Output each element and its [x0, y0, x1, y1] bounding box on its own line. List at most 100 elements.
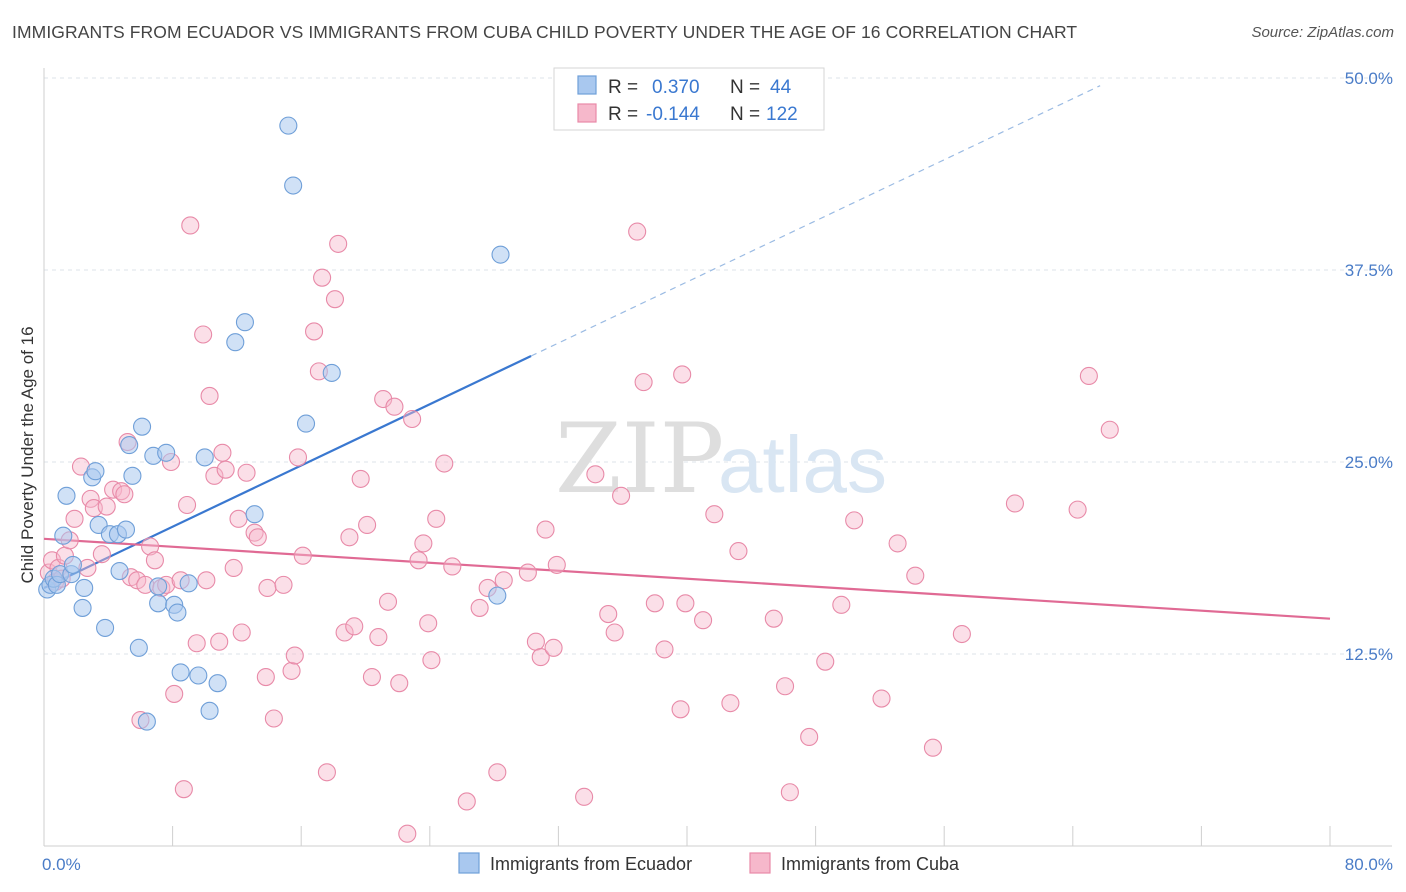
bottom-legend-label-cuba: Immigrants from Cuba [781, 854, 960, 874]
cuba-point-78 [435, 454, 454, 473]
ecuador-point-41 [296, 414, 316, 433]
cuba-point-52 [288, 448, 308, 467]
ecuador-point-33 [195, 448, 214, 467]
ecuador-point-42 [322, 363, 341, 382]
cuba-point-90 [547, 555, 566, 574]
cuba-point-29 [174, 780, 193, 799]
legend-n-value-cuba: 122 [766, 104, 798, 125]
legend-n-value-ecuador: 44 [770, 77, 792, 98]
y-tick-label-3: 50.0% [1345, 69, 1393, 88]
ecuador-point-8 [63, 555, 82, 574]
y-tick-label-2: 37.5% [1345, 261, 1393, 280]
bottom-legend-swatch-ecuador [458, 852, 480, 874]
x-tick-label-1: 80.0% [1345, 855, 1393, 874]
cuba-point-32 [187, 634, 206, 653]
cuba-point-40 [224, 558, 243, 578]
cuba-point-95 [612, 486, 631, 505]
cuba-point-37 [210, 632, 229, 651]
cuba-point-35 [200, 386, 219, 406]
cuba-point-108 [776, 677, 795, 696]
cuba-point-121 [1079, 366, 1098, 386]
ecuador-point-32 [189, 666, 208, 685]
series-legend: Immigrants from Ecuador Immigrants from … [458, 852, 960, 874]
cuba-point-60 [335, 623, 354, 642]
ecuador-point-5 [54, 526, 73, 545]
legend-n-label-ecuador: N = [730, 77, 760, 98]
cuba-point-57 [317, 763, 336, 782]
legend-swatch-ecuador [577, 75, 597, 95]
ecuador-point-25 [149, 594, 168, 613]
ecuador-point-40 [284, 176, 303, 195]
cuba-point-115 [888, 534, 907, 553]
ecuador-point-39 [279, 116, 298, 135]
ecuador-point-43 [488, 586, 507, 605]
cuba-point-12 [92, 545, 111, 564]
cuba-point-70 [390, 674, 409, 693]
cuba-point-7 [65, 509, 84, 528]
cuba-point-91 [575, 787, 594, 806]
cuba-point-54 [305, 322, 324, 341]
cuba-point-38 [213, 443, 232, 462]
watermark: ZIP atlas [555, 403, 887, 515]
cuba-point-98 [645, 594, 664, 613]
axes [43, 68, 1392, 847]
legend-r-value-cuba: -0.144 [646, 104, 700, 125]
y-axis-label: Child Poverty Under the Age of 16 [18, 326, 37, 583]
legend-box [553, 67, 825, 131]
ecuador-point-30 [171, 663, 190, 682]
ecuador-point-12 [86, 462, 105, 481]
cuba-point-86 [526, 632, 545, 651]
cuba-point-69 [385, 397, 404, 416]
cuba-point-33 [194, 325, 213, 344]
cuba-point-53 [293, 546, 312, 565]
cuba-point-109 [780, 783, 799, 802]
ecuador-point-14 [96, 618, 115, 637]
trend-line-ecuador [43, 355, 532, 589]
cuba-point-114 [872, 689, 891, 708]
legend-n-label-cuba: N = [730, 104, 760, 125]
cuba-point-106 [729, 542, 748, 561]
cuba-point-112 [832, 595, 851, 614]
cuba-point-81 [470, 598, 489, 617]
cuba-point-99 [655, 640, 674, 659]
cuba-point-56 [313, 268, 332, 287]
chart-source: Source: ZipAtlas.com [1251, 24, 1394, 41]
series-ecuador-points [38, 116, 510, 731]
cuba-point-77 [427, 509, 446, 528]
x-tick-label-0: 0.0% [42, 855, 81, 874]
cuba-point-75 [419, 614, 438, 633]
cuba-point-83 [488, 763, 507, 782]
cuba-point-96 [628, 222, 647, 241]
cuba-point-16 [115, 485, 134, 504]
cuba-point-51 [285, 646, 304, 665]
cuba-point-101 [673, 365, 692, 384]
legend-r-value-ecuador: 0.370 [652, 77, 700, 98]
correlation-legend: R = 0.370 N = 44 R = -0.144 N = 122 [553, 67, 825, 131]
cuba-point-30 [178, 495, 197, 515]
cuba-point-94 [605, 623, 624, 642]
cuba-point-102 [676, 594, 695, 613]
cuba-point-43 [237, 463, 256, 482]
ecuador-point-44 [491, 245, 510, 264]
cuba-point-63 [351, 469, 370, 488]
cuba-point-15 [112, 482, 131, 501]
ecuador-point-27 [157, 443, 176, 462]
cuba-point-107 [764, 609, 783, 628]
ecuador-point-38 [245, 505, 264, 524]
ecuador-point-36 [226, 333, 245, 352]
cuba-point-89 [544, 638, 563, 657]
ecuador-point-17 [110, 562, 129, 581]
ecuador-point-37 [235, 313, 254, 332]
cuba-point-104 [705, 505, 724, 524]
cuba-point-64 [358, 515, 377, 535]
watermark-zip: ZIP [555, 403, 724, 515]
cuba-point-74 [414, 534, 433, 553]
cuba-point-100 [671, 700, 690, 719]
legend-swatch-cuba [577, 103, 597, 123]
bottom-legend-swatch-cuba [749, 852, 771, 874]
cuba-point-79 [443, 557, 462, 576]
cuba-point-34 [197, 571, 216, 590]
ecuador-point-23 [137, 712, 156, 731]
cuba-point-88 [536, 520, 555, 539]
